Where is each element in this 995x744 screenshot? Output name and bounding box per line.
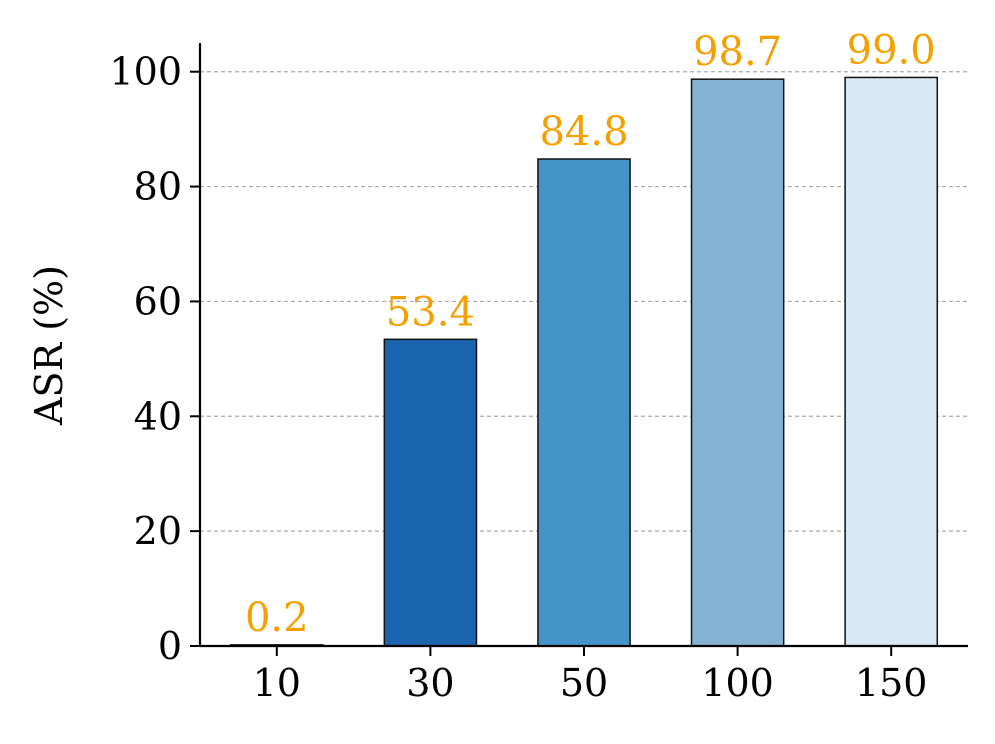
data-labels: 0.2 53.4 84.8 98.7 99.0 (245, 27, 936, 640)
y-ticks: 0 20 40 60 80 100 (109, 50, 200, 668)
data-label-150: 99.0 (847, 27, 936, 73)
y-tick-label: 0 (158, 624, 182, 668)
grid-lines (200, 71, 968, 532)
x-tick-label: 10 (253, 661, 301, 705)
x-ticks: 10 30 50 100 150 (253, 646, 928, 705)
bar-30 (383, 338, 478, 647)
y-tick-label: 100 (109, 50, 182, 94)
y-tick-label: 60 (134, 279, 182, 323)
data-label-10: 0.2 (245, 595, 309, 641)
x-tick-label: 30 (406, 661, 454, 705)
y-tick-label: 40 (134, 394, 182, 438)
y-axis-title: ASR (%) (27, 265, 71, 426)
bar-50 (537, 158, 631, 647)
data-label-30: 53.4 (386, 289, 475, 335)
data-label-100: 98.7 (693, 29, 782, 75)
bar-100 (690, 78, 785, 647)
x-tick-label: 50 (560, 661, 608, 705)
x-tick-label: 100 (701, 661, 774, 705)
data-label-50: 84.8 (539, 109, 628, 155)
y-tick-label: 20 (134, 509, 182, 553)
bars (229, 76, 939, 647)
bar-150 (844, 76, 939, 647)
x-tick-label: 150 (855, 661, 928, 705)
y-tick-label: 80 (134, 165, 182, 209)
